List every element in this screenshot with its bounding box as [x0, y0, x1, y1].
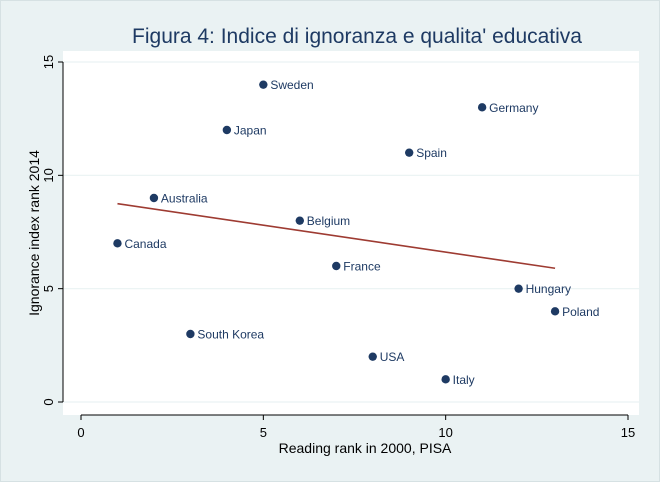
point-label: South Korea [197, 328, 264, 342]
x-tick-label: 15 [621, 425, 635, 440]
points-group: Canada Australia South Korea Japan Sweden Bel… [113, 78, 599, 387]
point-label: Germany [489, 101, 538, 115]
gridlines [63, 61, 639, 403]
point-australia [149, 193, 159, 203]
point-label: Belgium [307, 214, 350, 228]
point-label: Canada [124, 237, 166, 251]
point-belgium [295, 216, 304, 225]
point-label: Italy [453, 373, 475, 387]
point-usa [368, 352, 377, 361]
y-tick-label: 10 [41, 168, 56, 182]
point-germany [477, 103, 487, 112]
x-tick-label: 10 [438, 425, 452, 440]
x-axis-title: Reading rank in 2000, PISA [279, 440, 452, 456]
point-poland [550, 307, 560, 316]
point-label: Spain [416, 146, 447, 160]
point-canada [113, 239, 122, 248]
point-label: Hungary [526, 282, 571, 296]
x-tick-label: 5 [260, 425, 267, 440]
point-label: France [343, 260, 381, 274]
chart-title: Figura 4: Indice di ignoranza e qualita'… [132, 25, 582, 48]
point-hungary [514, 284, 523, 293]
point-label: Poland [562, 305, 599, 319]
x-tick-label: 0 [77, 425, 84, 440]
point-south-korea [186, 329, 195, 339]
point-sweden [259, 80, 268, 89]
point-label: Australia [161, 192, 208, 206]
point-label: Sweden [270, 78, 313, 92]
point-japan [222, 125, 232, 135]
point-france [332, 261, 341, 271]
y-tick-label: 0 [41, 398, 56, 405]
axes: 0 5 10 15 0 5 10 15 [41, 55, 635, 440]
y-axis-title: Ignorance index rank 2014 [26, 150, 42, 316]
point-label: USA [380, 350, 405, 364]
fit-line [117, 202, 556, 270]
point-spain [405, 148, 414, 157]
fit-line-group [117, 202, 556, 270]
point-italy [441, 375, 450, 384]
y-tick-label: 15 [41, 55, 56, 69]
y-tick-label: 5 [41, 285, 56, 292]
point-label: Japan [234, 124, 267, 138]
plot-area [63, 51, 639, 415]
